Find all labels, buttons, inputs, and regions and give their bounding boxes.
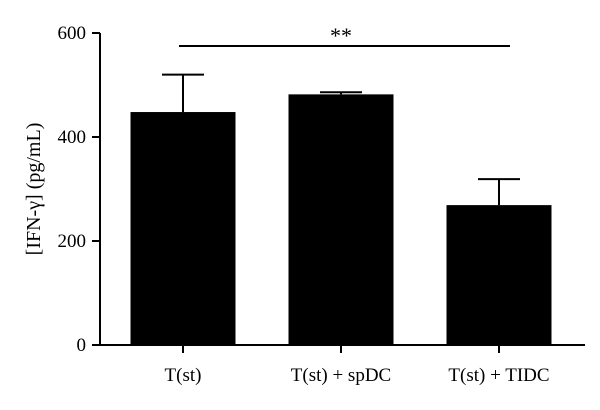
y-tick-label: 600 [58,23,87,44]
x-tick-label: T(st) + spDC [291,365,391,386]
bar [130,112,236,345]
x-tick-label: T(st) + TIDC [448,365,549,386]
y-tick-label: 0 [77,335,87,356]
bar [288,94,394,345]
y-tick-label: 400 [58,127,87,148]
x-axis: T(st) T(st) + spDC T(st) + TIDC [100,344,585,386]
bars [130,73,552,345]
y-tick-label: 200 [58,231,87,252]
bar [446,205,552,345]
significance-label: ** [330,23,352,48]
significance-annotation: ** [179,23,510,48]
y-axis-label: [IFN-γ] (pg/mL) [23,123,45,256]
x-tick-label: T(st) [165,365,202,386]
y-axis: 0 200 400 600 [58,23,101,356]
